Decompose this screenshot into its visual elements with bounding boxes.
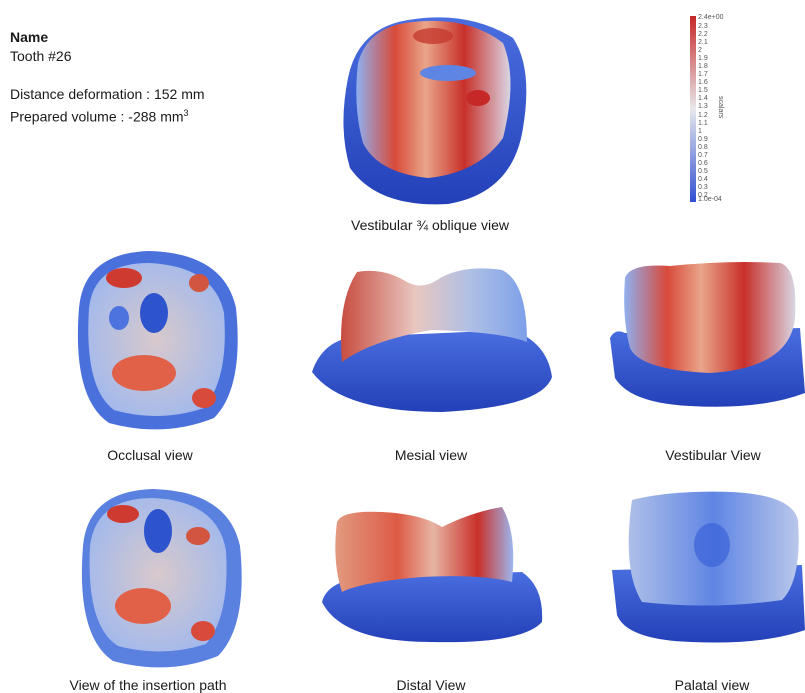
insertion-view-image [81, 489, 242, 668]
distance-deformation: Distance deformation : 152 mm [10, 86, 205, 102]
colorbar-tick: 2.1 [698, 39, 708, 47]
tooth-id: Tooth #26 [10, 48, 72, 64]
caption-vestibular: Vestibular View [665, 447, 761, 463]
caption-distal: Distal View [396, 677, 466, 693]
colorbar-tick: 0.6 [698, 159, 708, 167]
colorbar-tick: 1.9 [698, 55, 708, 63]
colorbar-tick: 0.3 [698, 183, 708, 191]
colorbar-tick: 1.1 [698, 119, 708, 127]
caption-oblique: Vestibular ¾ oblique view [351, 217, 509, 233]
occlusal-view-image [77, 251, 238, 430]
colorbar-tick: 2.2 [698, 31, 708, 39]
colorbar-tick: 2.3 [698, 23, 708, 30]
caption-occlusal: Occlusal view [107, 447, 193, 463]
prepared-volume: Prepared volume : -288 mm3 [10, 108, 189, 125]
name-label: Name [10, 29, 49, 45]
colorbar-tick: 0.4 [698, 175, 708, 183]
colorbar-tick: 0.5 [698, 167, 708, 175]
caption-insertion: View of the insertion path [69, 677, 227, 693]
caption-palatal: Palatal view [674, 677, 750, 693]
colorbar-tick: 1 [698, 127, 702, 135]
distal-view-image [322, 507, 543, 643]
colorbar-tick: 2 [698, 47, 702, 55]
oblique-view-image [343, 17, 527, 205]
palatal-view-image [612, 491, 805, 643]
colorbar-tick: 0.2 [698, 192, 708, 199]
colorbar-tick: 1.6 [698, 79, 708, 87]
colorbar-legend [690, 16, 696, 202]
vestibular-view-image [610, 262, 805, 407]
colorbar-tick: 1.4 [698, 95, 708, 103]
colorbar-title: scalars [717, 96, 724, 119]
mesial-view-image [312, 268, 552, 412]
colorbar-tick: 1.2 [698, 111, 708, 119]
colorbar-tick: 1.7 [698, 71, 708, 79]
colorbar-tick: 1.5 [698, 87, 708, 95]
colorbar-max-label: 2.4e+00 [698, 14, 724, 21]
colorbar-tick: 1.3 [698, 103, 708, 111]
info-panel: Name Tooth #26 Distance deformation : 15… [10, 28, 205, 127]
colorbar-tick: 1.8 [698, 63, 708, 71]
colorbar-tick: 0.8 [698, 143, 708, 151]
colorbar-tick: 0.9 [698, 135, 708, 143]
colorbar-tick: 0.7 [698, 151, 708, 159]
colorbar-min-label: 1.0e-04 [698, 196, 722, 203]
caption-mesial: Mesial view [394, 447, 468, 463]
